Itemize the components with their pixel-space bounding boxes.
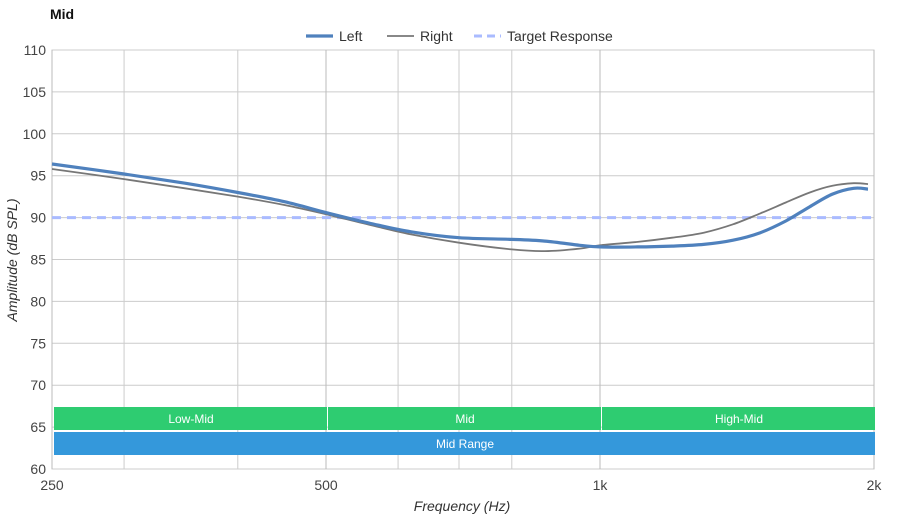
band-label: Low-Mid	[168, 412, 213, 426]
frequency-bands: Low-Mid Mid High-Mid Mid Range	[54, 407, 875, 455]
band-mid-range	[54, 432, 875, 455]
legend: Left Right Target Response	[306, 28, 613, 44]
chart-title: Mid	[50, 6, 74, 22]
band-label: High-Mid	[715, 412, 763, 426]
band-mid	[328, 407, 601, 430]
x-tick-label: 250	[40, 477, 64, 493]
series-line-left	[51, 162, 869, 249]
legend-label: Target Response	[507, 28, 613, 44]
legend-label: Left	[339, 28, 362, 44]
y-tick-label: 60	[30, 461, 46, 477]
grid	[51, 49, 875, 470]
legend-label: Right	[420, 28, 453, 44]
x-tick-label: 1k	[593, 477, 609, 493]
band-high-mid	[602, 407, 875, 430]
y-tick-label: 95	[30, 168, 46, 184]
y-tick-label: 110	[24, 42, 47, 58]
y-tick-label: 100	[23, 126, 47, 142]
y-axis-title: Amplitude (dB SPL)	[4, 199, 20, 323]
y-tick-label: 65	[30, 419, 46, 435]
band-label: Mid	[455, 412, 474, 426]
y-tick-label: 90	[30, 210, 46, 226]
y-tick-label: 105	[23, 84, 47, 100]
band-label: Mid Range	[436, 437, 494, 451]
series-lines	[51, 162, 874, 253]
y-tick-label: 70	[30, 377, 46, 393]
x-tick-label: 2k	[867, 477, 883, 493]
band-low-mid	[54, 407, 327, 430]
series-line-right	[51, 168, 869, 253]
y-tick-labels: 60 65 70 75 80 85 90 95 100 105 110	[23, 42, 47, 477]
x-tick-labels: 250 500 1k 2k	[40, 477, 882, 493]
y-tick-label: 80	[30, 293, 46, 309]
y-tick-label: 85	[30, 252, 46, 268]
x-tick-label: 500	[314, 477, 338, 493]
y-tick-label: 75	[30, 335, 46, 351]
x-axis-title: Frequency (Hz)	[414, 498, 510, 514]
